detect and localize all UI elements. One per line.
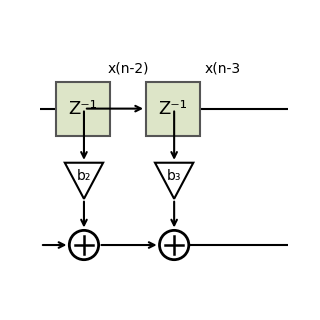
Circle shape: [159, 230, 189, 260]
Text: x(n-2): x(n-2): [107, 62, 149, 76]
FancyBboxPatch shape: [56, 82, 110, 136]
Circle shape: [69, 230, 99, 260]
Text: x(n-3: x(n-3: [204, 62, 241, 76]
Text: Z⁻¹: Z⁻¹: [158, 100, 188, 118]
Text: b₂: b₂: [77, 169, 91, 183]
FancyBboxPatch shape: [146, 82, 200, 136]
Text: b₃: b₃: [167, 169, 181, 183]
Text: Z⁻¹: Z⁻¹: [68, 100, 97, 118]
